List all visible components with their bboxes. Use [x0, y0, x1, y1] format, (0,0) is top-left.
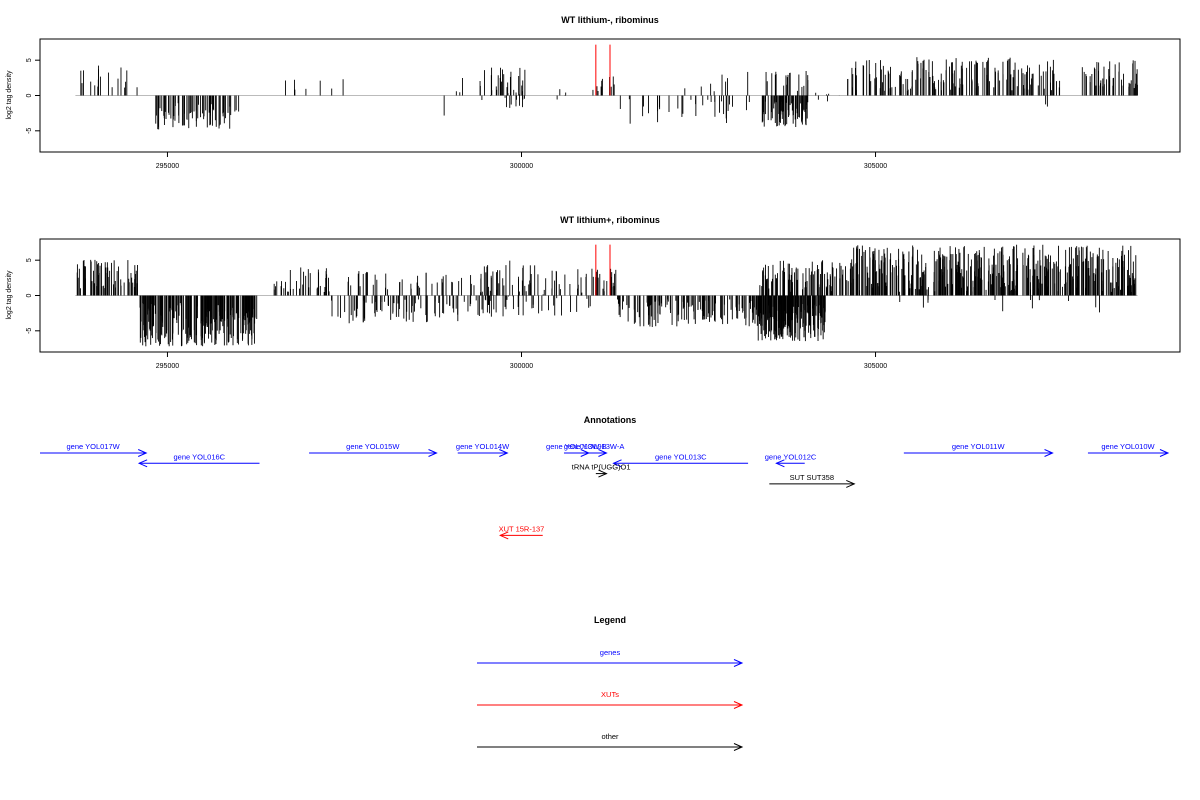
track-panel-lithium-minus: WT lithium-, ribominus log2 tag density … [6, 15, 1181, 170]
legend-section: Legend genes XUTs other [477, 615, 744, 751]
legend-label: XUTs [601, 690, 619, 699]
annotation-arrowhead [499, 531, 509, 540]
legend-entry: genes [477, 648, 744, 667]
annotation-label: gene YOL010W [1101, 442, 1155, 451]
annotation-label: XUT 15R-137 [499, 524, 545, 533]
annotation-label: gene YOL016C [174, 452, 226, 461]
panel-title: WT lithium+, ribominus [560, 215, 660, 225]
annotation-label: gene YOL013C [655, 452, 707, 461]
y-tick-label: 5 [26, 58, 33, 62]
annotation-label: gene YOL015W [346, 442, 400, 451]
legend-title: Legend [594, 615, 626, 625]
x-tick-label: 300000 [510, 363, 533, 370]
legend-arrowhead [733, 659, 744, 667]
y-tick-label: 5 [26, 258, 33, 262]
annotation-arrowhead [1044, 449, 1054, 457]
annotation-arrowhead [1159, 449, 1170, 457]
annotation-feature: tRNA tP(UGG)O1 [572, 463, 631, 478]
x-tick-label: 295000 [156, 363, 179, 370]
legend-entries: genes XUTs other [477, 648, 744, 751]
panel-title: WT lithium-, ribominus [561, 15, 659, 25]
annotation-feature: gene YOL014W [456, 442, 510, 457]
legend-entry: other [477, 732, 744, 751]
annotation-feature: gene YOL017W [40, 442, 148, 457]
annotation-arrowhead [428, 449, 438, 457]
annotation-arrowhead [137, 459, 148, 468]
annotation-label: SUT SUT358 [790, 473, 834, 482]
annotation-label: gene YOL011W [952, 442, 1006, 451]
annotation-label: gene YOL012C [765, 452, 817, 461]
density-bars [75, 44, 1138, 130]
y-tick-label: -5 [26, 328, 33, 334]
annotation-feature: gene YOL010W [1087, 442, 1170, 457]
annotation-arrowhead [612, 459, 622, 468]
annotation-arrowhead [499, 449, 509, 457]
y-tick-label: -5 [26, 128, 33, 134]
x-tick-label: 295000 [156, 163, 179, 170]
y-tick-label: 0 [26, 93, 33, 97]
legend-arrowhead [733, 701, 744, 709]
x-tick-label: 305000 [864, 363, 887, 370]
annotation-label: tRNA tP(UGG)O1 [572, 463, 631, 472]
annotation-feature: SUT SUT358 [769, 473, 856, 488]
annotation-arrowhead [598, 469, 608, 478]
legend-arrowhead [733, 743, 744, 751]
annotations-title: Annotations [584, 415, 637, 425]
annotation-feature: gene YOL012C [765, 452, 817, 468]
y-tick-label: 0 [26, 293, 33, 297]
legend-entry: XUTs [477, 690, 744, 709]
y-axis-label: log2 tag density [6, 70, 13, 120]
axes: -5 0 5 295000 300000 305000 [26, 258, 887, 370]
legend-label: other [601, 732, 619, 741]
y-axis-label: log2 tag density [6, 270, 13, 320]
x-tick-label: 305000 [864, 163, 887, 170]
annotation-feature: gene YOL011W [903, 442, 1054, 457]
x-tick-label: 300000 [510, 163, 533, 170]
legend-label: genes [600, 648, 621, 657]
annotation-feature: XUT 15R-137 [499, 524, 545, 540]
annotation-features: gene YOL017W gene YOL016C gene YOL015W gene… [40, 442, 1170, 540]
annotation-arrowhead [775, 459, 785, 468]
annotation-label: gene YOL013W-B [546, 442, 607, 451]
annotation-arrowhead [598, 449, 608, 457]
annotation-arrowhead [846, 479, 856, 488]
annotation-feature: gene YOL016C [137, 452, 260, 468]
annotation-feature: gene YOL015W [309, 442, 438, 457]
annotation-feature: gene YOL013W-A [564, 442, 625, 457]
annotation-label: gene YOL014W [456, 442, 510, 451]
annotation-arrowhead [138, 449, 148, 457]
annotation-label: gene YOL013W-A [564, 442, 625, 451]
annotation-feature: gene YOL013C [612, 452, 749, 468]
track-panel-lithium-plus: WT lithium+, ribominus log2 tag density … [6, 215, 1181, 370]
axes: -5 0 5 295000 300000 305000 [26, 58, 887, 170]
density-bars [75, 244, 1138, 347]
annotation-label: gene YOL017W [66, 442, 120, 451]
